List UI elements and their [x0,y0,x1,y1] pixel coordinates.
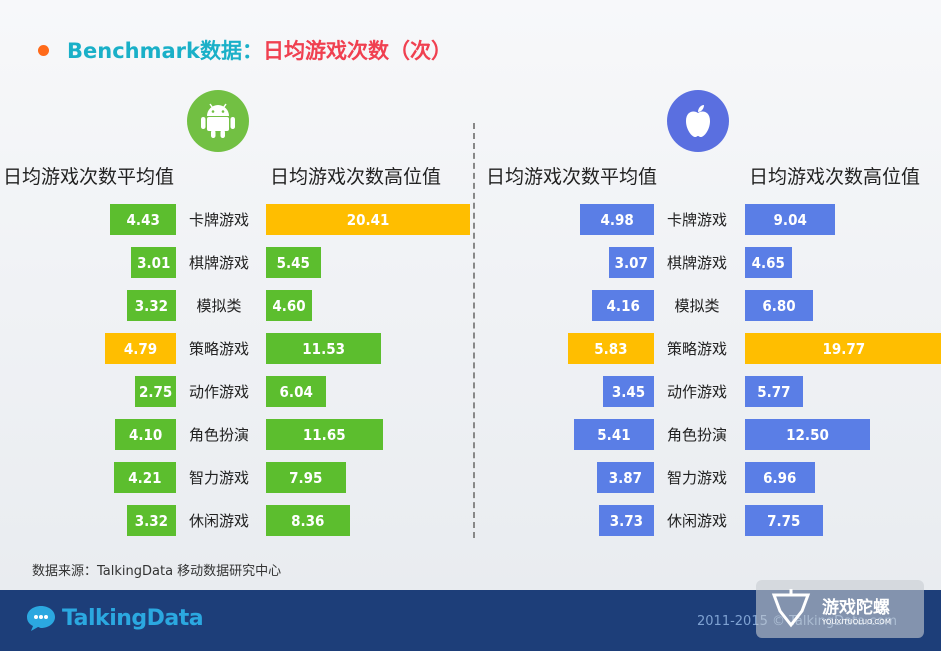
logo-text: TalkingData [62,605,204,631]
ios-avg-bar: 3.45 [602,376,654,407]
android-category-label: 策略游戏 [188,340,249,358]
ios-high-bar: 6.96 [745,462,815,493]
android-avg-bar: 3.32 [126,290,176,321]
android-high-bar: 11.53 [266,333,382,364]
ios-avg-bar: 4.98 [580,204,654,235]
android-high-bar: 6.04 [266,376,327,407]
watermark: 游戏陀螺 YOUXITUOLUO.COM [756,580,924,638]
ios-avg-bar: 5.41 [573,419,654,450]
apple-icon [667,90,729,152]
ios-high-bar: 19.77 [745,333,941,364]
android-avg-bar: 4.79 [105,333,176,364]
android-avg-bar: 4.21 [113,462,176,493]
watermark-cn: 游戏陀螺 [822,597,890,618]
android-high-bar: 8.36 [266,505,350,536]
android-high-header: 日均游戏次数高位值 [270,166,442,188]
ios-avg-bar: 3.07 [608,247,654,278]
android-category-label: 休闲游戏 [188,512,249,530]
talkingdata-logo: TalkingData [26,604,204,632]
android-category-label: 智力游戏 [188,469,249,487]
bullet-dot [38,44,49,56]
ios-category-label: 休闲游戏 [666,512,727,530]
ios-high-header: 日均游戏次数高位值 [749,166,921,188]
ios-category-label: 棋牌游戏 [666,254,727,272]
watermark-en: YOUXITUOLUO.COM [822,617,891,626]
android-category-label: 动作游戏 [188,383,249,401]
ios-category-label: 卡牌游戏 [666,211,727,229]
ios-high-bar: 5.77 [745,376,803,407]
page-title: Benchmark数据： 日均游戏次数（次） [38,34,452,66]
ios-avg-bar: 5.83 [567,333,654,364]
ios-high-bar: 6.80 [745,290,813,321]
android-category-label: 棋牌游戏 [188,254,249,272]
android-avg-bar: 4.10 [115,419,176,450]
ios-avg-bar: 3.73 [598,505,654,536]
ios-category-label: 智力游戏 [666,469,727,487]
android-avg-bar: 3.01 [131,247,176,278]
ios-high-bar: 4.65 [745,247,792,278]
android-avg-bar: 4.43 [110,204,176,235]
android-high-bar: 5.45 [266,247,321,278]
android-avg-header: 日均游戏次数平均值 [3,166,175,188]
android-high-bar: 20.41 [266,204,471,235]
data-source: 数据来源：TalkingData 移动数据研究中心 [32,564,282,579]
android-avg-bar: 2.75 [135,376,176,407]
android-avg-bar: 3.32 [126,505,176,536]
ios-avg-header: 日均游戏次数平均值 [486,166,658,188]
section-divider [473,123,475,538]
ios-high-bar: 9.04 [745,204,836,235]
android-icon [187,90,249,152]
android-category-label: 角色扮演 [188,426,249,444]
android-high-bar: 11.65 [266,419,383,450]
android-category-label: 卡牌游戏 [188,211,249,229]
ios-high-bar: 7.75 [745,505,823,536]
speech-bubble-icon [27,606,55,631]
title-part2: 日均游戏次数（次） [262,39,452,63]
android-category-label: 模拟类 [196,297,242,315]
spinning-top-icon [771,589,811,628]
ios-category-label: 模拟类 [674,297,720,315]
ios-category-label: 动作游戏 [666,383,727,401]
android-high-bar: 4.60 [266,290,312,321]
ios-category-label: 角色扮演 [666,426,727,444]
android-high-bar: 7.95 [266,462,346,493]
ios-avg-bar: 4.16 [592,290,654,321]
ios-high-bar: 12.50 [745,419,870,450]
ios-avg-bar: 3.87 [596,462,654,493]
title-part1: Benchmark数据： [67,39,263,63]
ios-category-label: 策略游戏 [666,340,727,358]
